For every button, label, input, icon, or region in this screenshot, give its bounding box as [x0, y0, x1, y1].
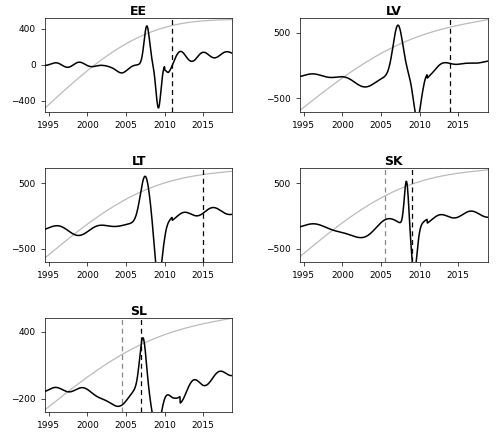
Title: LV: LV	[386, 5, 402, 18]
Title: SK: SK	[384, 155, 403, 168]
Title: LT: LT	[132, 155, 146, 168]
Title: EE: EE	[130, 5, 147, 18]
Title: SL: SL	[130, 305, 147, 318]
